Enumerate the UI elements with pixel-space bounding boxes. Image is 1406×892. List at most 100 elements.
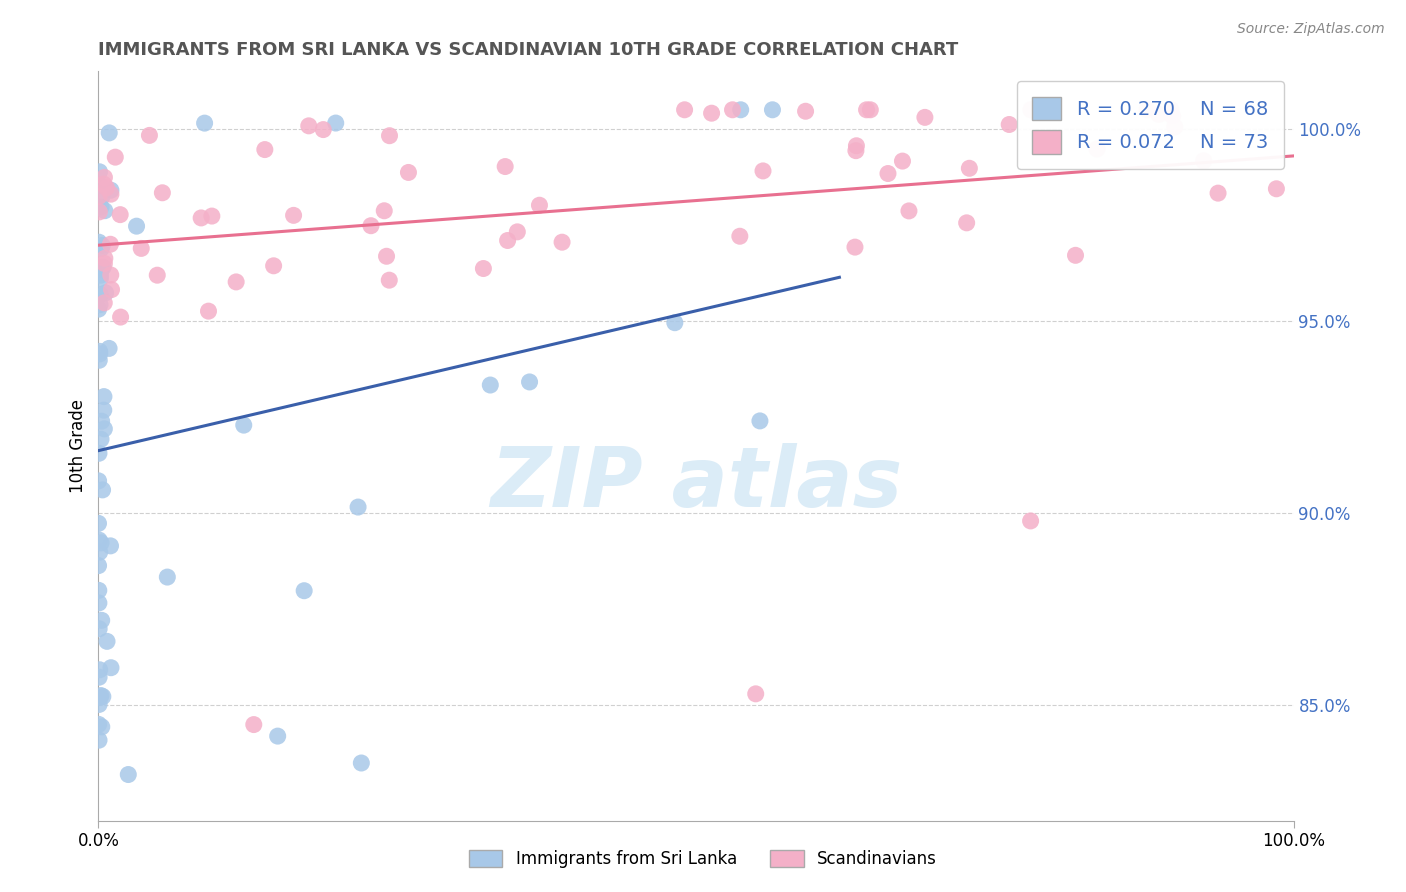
Point [1064,248,1087,262]
Point [90,536,112,550]
Point [117,767,139,781]
Point [472,261,495,276]
Point [100,268,122,282]
Point [673,103,696,117]
Point [91,483,114,497]
Point [232,418,254,433]
Point [89,178,111,193]
Legend: Immigrants from Sri Lanka, Scandinavians: Immigrants from Sri Lanka, Scandinavians [463,843,943,875]
Point [1085,142,1108,156]
Point [96,181,118,195]
Point [90,720,112,734]
Point [98,126,121,140]
Point [263,259,285,273]
Point [761,103,783,117]
Point [89,663,111,677]
Point [267,729,290,743]
Point [506,225,529,239]
Point [298,119,321,133]
Point [194,116,217,130]
Point [897,203,920,218]
Point [845,138,868,153]
Point [91,690,114,704]
Point [150,186,173,200]
Point [125,219,148,234]
Y-axis label: 10th Grade: 10th Grade [69,399,87,493]
Point [90,200,112,214]
Point [1160,103,1182,117]
Point [90,261,112,276]
Point [87,516,110,531]
Point [89,353,111,368]
Point [89,545,111,559]
Point [87,189,110,203]
Point [87,302,110,317]
Point [721,103,744,117]
Point [748,414,770,428]
Point [93,256,115,270]
Point [89,298,111,312]
Point [96,634,118,648]
Point [89,205,111,219]
Point [378,128,401,143]
Point [90,432,112,446]
Point [93,170,115,185]
Point [129,241,152,255]
Point [1192,153,1215,168]
Point [93,422,115,436]
Point [87,235,110,250]
Point [94,203,117,218]
Point [90,268,112,283]
Point [190,211,212,225]
Point [87,583,110,598]
Point [360,219,382,233]
Point [201,209,224,223]
Point [98,342,121,356]
Point [90,689,112,703]
Point [90,242,112,256]
Point [1206,186,1229,201]
Point [347,500,370,514]
Text: IMMIGRANTS FROM SRI LANKA VS SCANDINAVIAN 10TH GRADE CORRELATION CHART: IMMIGRANTS FROM SRI LANKA VS SCANDINAVIA… [98,41,959,59]
Point [844,240,866,254]
Point [138,128,160,143]
Point [292,583,315,598]
Point [745,687,768,701]
Point [89,533,111,547]
Point [956,216,979,230]
Point [378,273,401,287]
Point [90,613,112,627]
Point [998,118,1021,132]
Point [89,271,111,285]
Point [90,190,112,204]
Point [700,106,723,120]
Point [93,390,115,404]
Point [98,237,122,252]
Point [89,287,111,301]
Point [243,717,266,731]
Point [1164,120,1187,134]
Point [845,144,868,158]
Point [375,249,398,263]
Text: ZIP atlas: ZIP atlas [489,443,903,524]
Point [94,285,117,300]
Point [87,596,110,610]
Point [89,690,111,705]
Point [752,164,775,178]
Point [87,717,110,731]
Point [87,446,110,460]
Point [494,160,516,174]
Point [1019,514,1042,528]
Point [1147,107,1170,121]
Point [89,698,111,712]
Point [957,161,980,176]
Point [108,208,131,222]
Point [877,167,900,181]
Point [89,347,111,361]
Point [100,187,122,202]
Point [253,143,276,157]
Point [529,198,551,212]
Point [325,116,347,130]
Point [225,275,247,289]
Point [100,183,122,197]
